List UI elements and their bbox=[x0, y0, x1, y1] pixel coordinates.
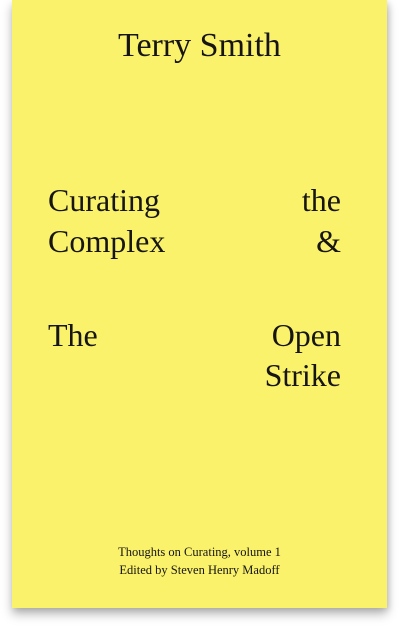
author-name: Terry Smith bbox=[118, 27, 281, 64]
title-word-complex: Complex bbox=[48, 223, 166, 259]
title-word-strike: Strike bbox=[264, 357, 341, 393]
book-cover: Terry Smith Curating the Complex & The O… bbox=[12, 0, 387, 608]
series-line: Thoughts on Curating, volume 1 bbox=[118, 545, 281, 559]
title-ampersand: & bbox=[316, 223, 341, 259]
title-word-curating: Curating bbox=[48, 182, 160, 218]
title-word-the: the bbox=[301, 182, 341, 218]
title-word-the-second: The bbox=[48, 317, 98, 353]
cover-footer: Thoughts on Curating, volume 1 Edited by… bbox=[12, 543, 387, 579]
title-word-open: Open bbox=[271, 317, 341, 353]
editor-line: Edited by Steven Henry Madoff bbox=[119, 563, 280, 577]
